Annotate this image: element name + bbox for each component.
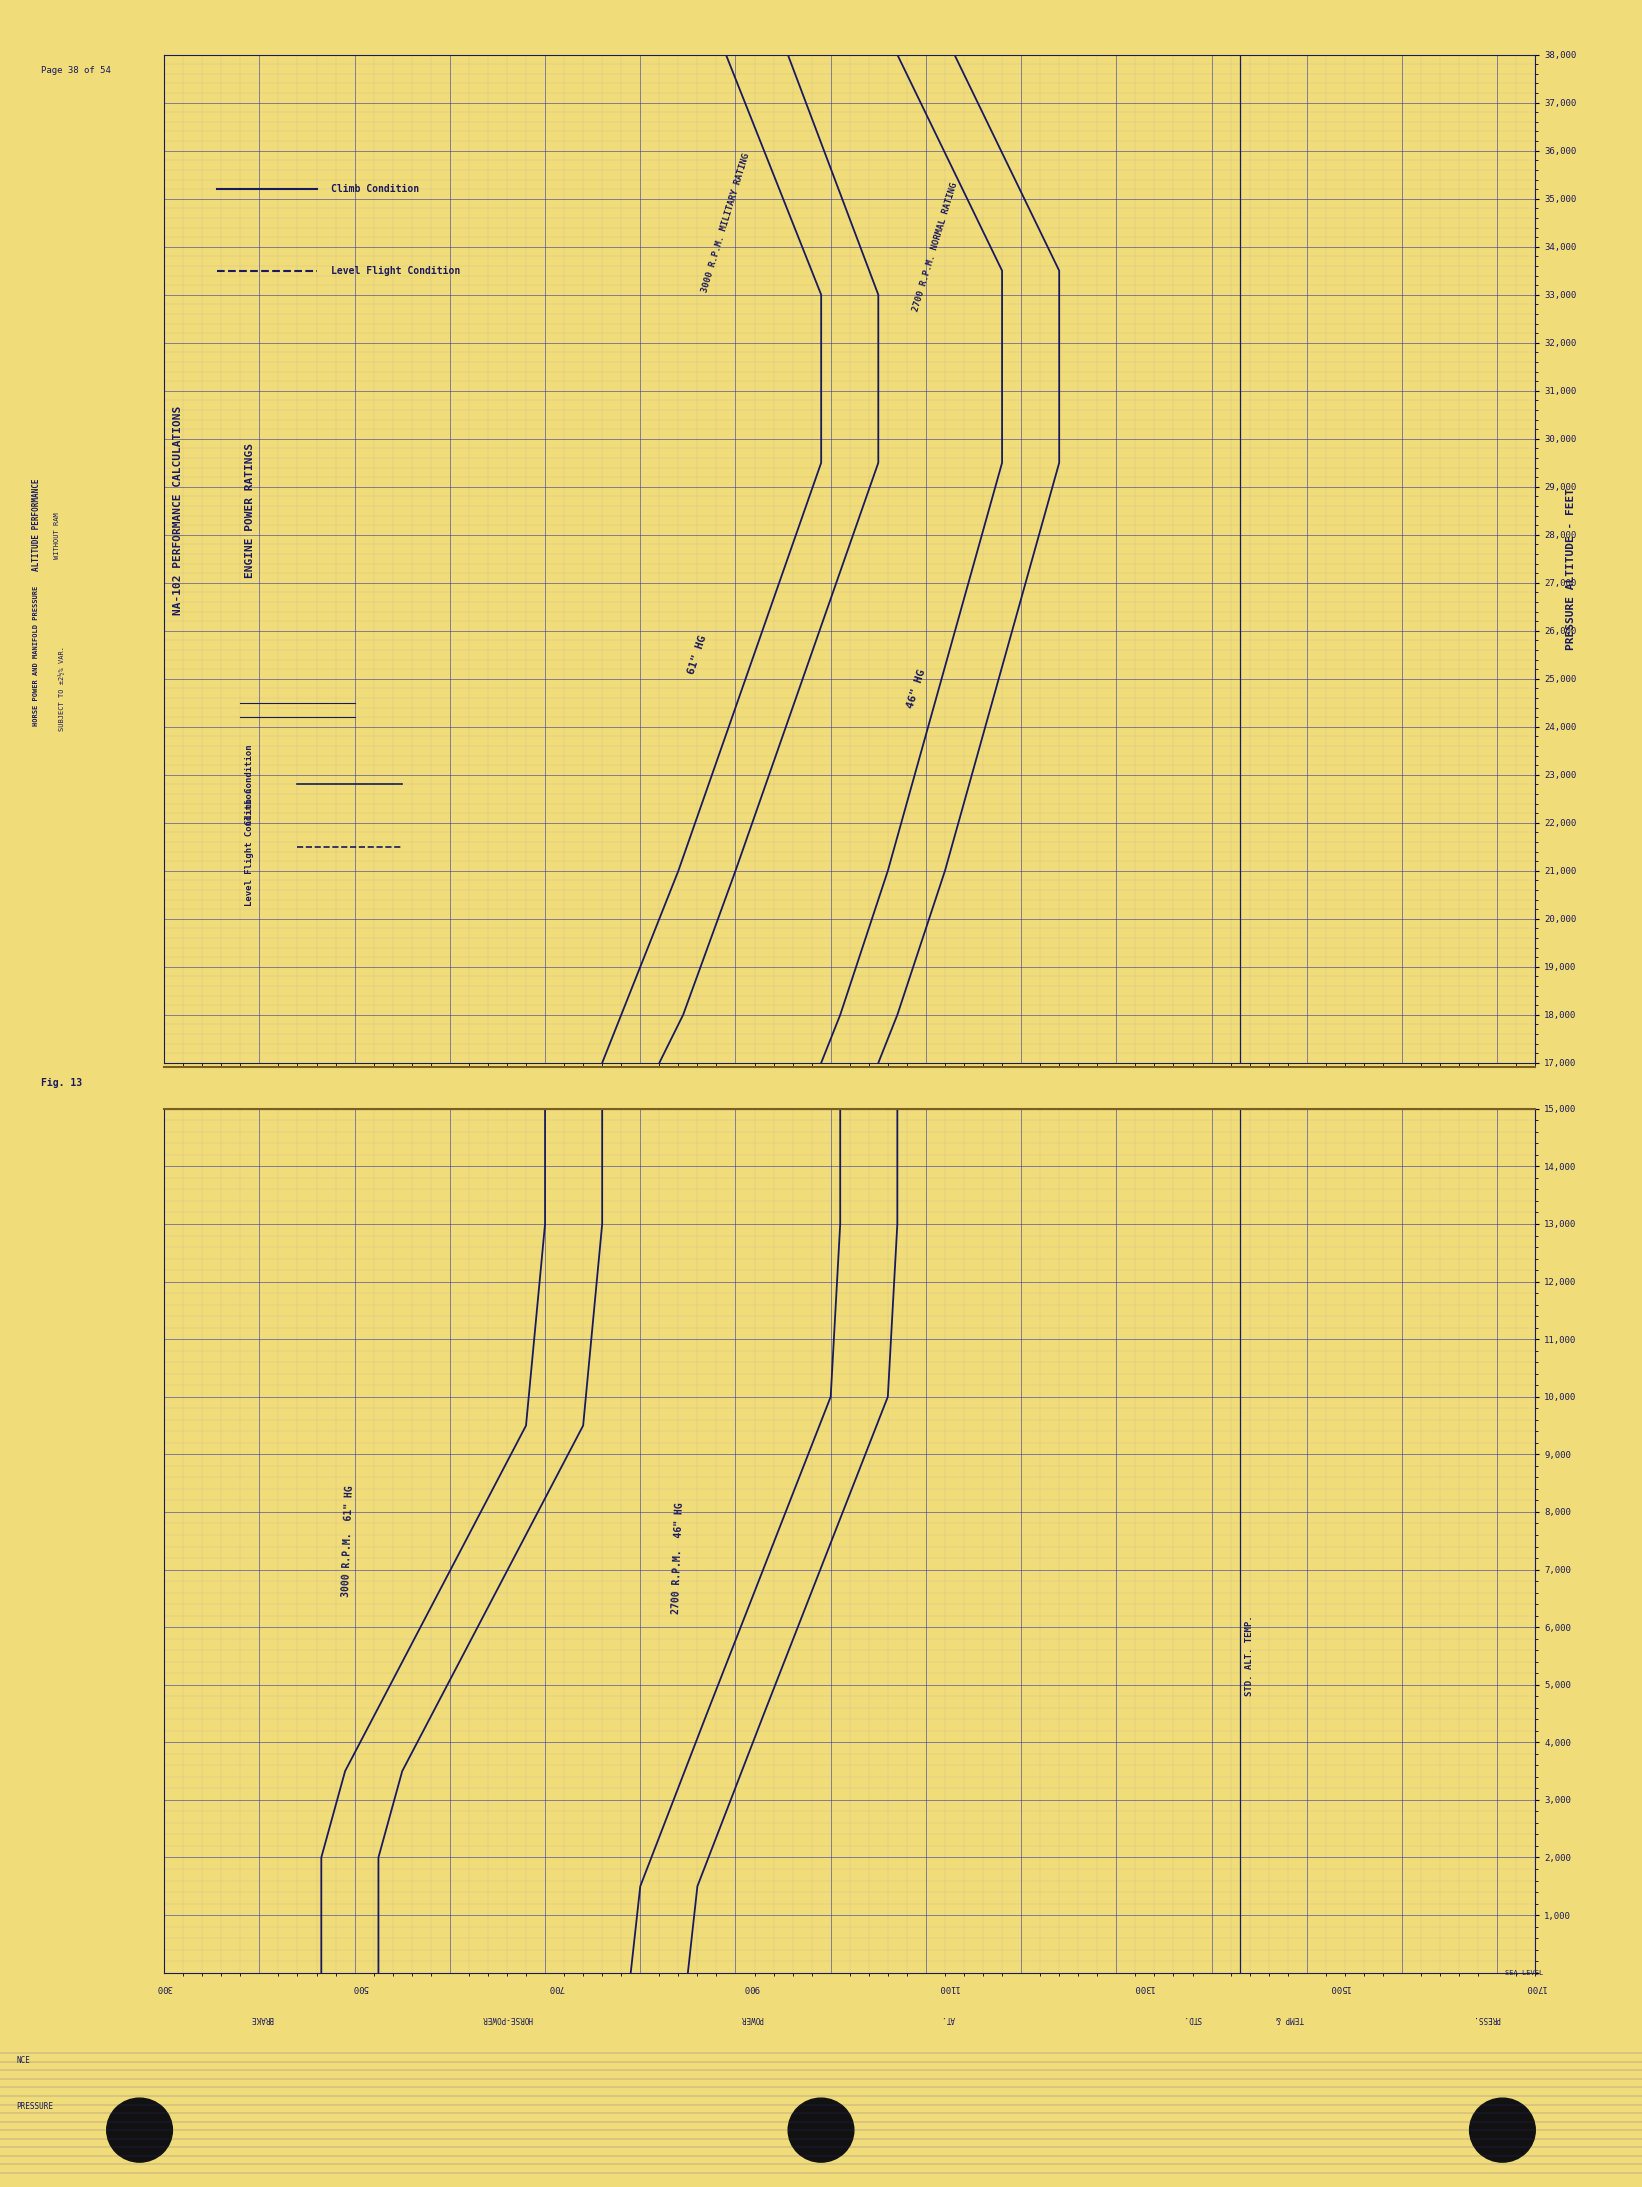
Text: SUBJECT TO ±2½% VAR.: SUBJECT TO ±2½% VAR. <box>59 647 66 730</box>
Text: 2700 R.P.M. NORMAL RATING: 2700 R.P.M. NORMAL RATING <box>911 182 959 313</box>
Text: TEMP &: TEMP & <box>1276 2014 1304 2023</box>
Text: 3000 R.P.M.  61" HG: 3000 R.P.M. 61" HG <box>342 1485 355 1597</box>
Text: PRESS.: PRESS. <box>1473 2014 1501 2023</box>
Text: Climb Condition: Climb Condition <box>245 744 255 824</box>
Text: Climb Condition: Climb Condition <box>330 184 419 195</box>
Text: ALTITUDE PERFORMANCE: ALTITUDE PERFORMANCE <box>31 479 41 571</box>
Text: PRESSURE: PRESSURE <box>16 2102 54 2110</box>
Text: 2700 R.P.M.  46" HG: 2700 R.P.M. 46" HG <box>672 1502 685 1614</box>
Text: 3000 R.P.M. MILITARY RATING: 3000 R.P.M. MILITARY RATING <box>701 153 752 293</box>
Text: NA-102 PERFORMANCE CALCULATIONS: NA-102 PERFORMANCE CALCULATIONS <box>174 407 184 615</box>
Text: 500: 500 <box>351 1984 368 1992</box>
Ellipse shape <box>1470 2097 1535 2163</box>
Text: AT.: AT. <box>941 2014 954 2023</box>
Text: WITHOUT RAM: WITHOUT RAM <box>54 512 61 560</box>
Text: BRAKE: BRAKE <box>251 2014 274 2023</box>
Text: 700: 700 <box>548 1984 563 1992</box>
Text: 1700: 1700 <box>1524 1984 1547 1992</box>
Text: 900: 900 <box>744 1984 760 1992</box>
Text: 1500: 1500 <box>1328 1984 1350 1992</box>
Text: STD. ALT. TEMP.: STD. ALT. TEMP. <box>1245 1616 1254 1697</box>
Text: STD.: STD. <box>1184 2014 1202 2023</box>
Text: 300: 300 <box>156 1984 172 1992</box>
Text: SEA LEVEL: SEA LEVEL <box>1504 1970 1543 1975</box>
Text: HORSE-POWER: HORSE-POWER <box>481 2014 532 2023</box>
Text: Level Flight Condition: Level Flight Condition <box>330 265 460 276</box>
Text: PRESSURE ALTITUDE - FEET: PRESSURE ALTITUDE - FEET <box>1566 488 1576 650</box>
Ellipse shape <box>107 2097 172 2163</box>
Text: NCE: NCE <box>16 2056 30 2065</box>
Text: 1300: 1300 <box>1133 1984 1154 1992</box>
Text: HORSE POWER AND MANIFOLD PRESSURE: HORSE POWER AND MANIFOLD PRESSURE <box>33 586 39 726</box>
Text: Fig. 13: Fig. 13 <box>41 1078 82 1087</box>
Text: Level Flight Condition: Level Flight Condition <box>245 787 255 905</box>
Text: ENGINE POWER RATINGS: ENGINE POWER RATINGS <box>245 444 255 577</box>
Text: 61" HG: 61" HG <box>686 634 708 676</box>
Ellipse shape <box>788 2097 854 2163</box>
Text: POWER: POWER <box>741 2014 764 2023</box>
Text: 1100: 1100 <box>938 1984 959 1992</box>
Text: 46" HG: 46" HG <box>905 667 928 709</box>
Text: Page 38 of 54: Page 38 of 54 <box>41 66 112 74</box>
